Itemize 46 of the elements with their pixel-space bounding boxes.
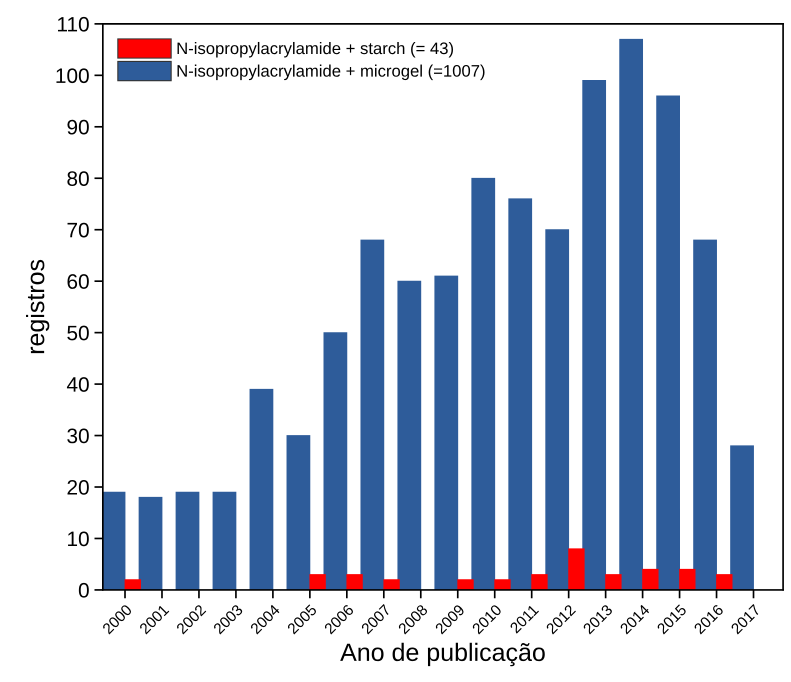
bar (124, 579, 141, 590)
y-tick-label: 90 (67, 120, 89, 135)
bar (309, 574, 326, 590)
y-tick-label: 70 (68, 222, 89, 238)
y-axis-title: registros (26, 260, 50, 354)
y-tick-label: 100 (56, 68, 89, 84)
y-tick-label: 50 (67, 326, 89, 340)
y-tick-label: 110 (58, 16, 89, 32)
bar (605, 574, 622, 590)
bar (679, 568, 696, 590)
y-tick-label: 20 (68, 480, 89, 495)
bar (730, 445, 754, 590)
y-tick-label: 60 (68, 274, 89, 289)
bar (642, 568, 659, 590)
bar (434, 276, 458, 590)
bar (250, 388, 274, 590)
bar (508, 198, 532, 590)
bar (397, 280, 422, 590)
legend-label: N-isopropylacrylamide + starch (= 43) (178, 42, 454, 58)
y-tick-label: 0 (78, 582, 89, 598)
y-tick-label: 40 (66, 377, 89, 392)
y-tick-label: 10 (68, 531, 89, 546)
y-tick-label: 80 (67, 171, 89, 186)
bar (138, 496, 162, 590)
bar (346, 574, 363, 590)
bar (582, 80, 606, 590)
bar (656, 95, 680, 590)
bar (457, 579, 474, 590)
bar (531, 574, 548, 590)
bar (102, 492, 126, 590)
y-tick-label: 30 (67, 428, 89, 444)
bar (545, 229, 570, 590)
bar (176, 492, 200, 590)
bar (286, 435, 310, 590)
bar (494, 579, 511, 590)
bar (619, 38, 644, 590)
bar (716, 574, 732, 590)
x-axis-title: Ano de publicação (340, 642, 545, 666)
bar (471, 178, 496, 590)
legend-label: N-isopropylacrylamide + microgel (=1007) (178, 64, 485, 80)
bar (323, 332, 348, 590)
bar (360, 240, 384, 590)
bar (693, 240, 717, 590)
bar (212, 492, 236, 590)
bar (383, 579, 400, 590)
bar (568, 548, 585, 590)
